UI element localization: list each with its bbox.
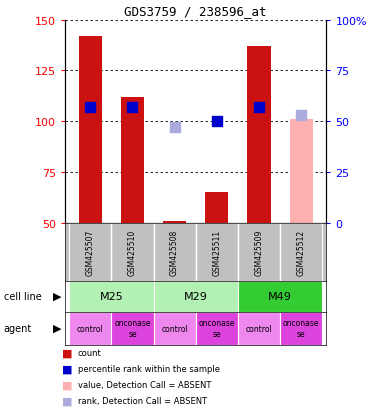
Text: cell line: cell line (4, 291, 42, 301)
Point (214, 119, 220, 125)
Point (298, 112, 304, 119)
Bar (163, 221, 186, 223)
Bar (111, 223, 154, 281)
Bar (205, 192, 229, 223)
Bar (290, 120, 313, 223)
Text: ▶: ▶ (53, 291, 62, 301)
Text: GSM425507: GSM425507 (86, 229, 95, 275)
Text: onconase
se: onconase se (283, 319, 319, 338)
Text: M49: M49 (268, 291, 292, 301)
Bar (111, 312, 154, 345)
Point (256, 104, 262, 111)
Text: control: control (246, 324, 272, 333)
Bar (196, 223, 238, 281)
Text: onconase
se: onconase se (198, 319, 235, 338)
Bar (154, 281, 238, 312)
Bar (79, 37, 102, 223)
Text: control: control (77, 324, 104, 333)
Text: GSM425512: GSM425512 (297, 229, 306, 275)
Point (87, 104, 93, 111)
Bar (247, 47, 270, 223)
Text: count: count (78, 349, 102, 358)
Bar (238, 223, 280, 281)
Point (172, 125, 178, 131)
Text: M29: M29 (184, 291, 208, 301)
Bar (121, 97, 144, 223)
Text: GSM425511: GSM425511 (212, 229, 221, 275)
Bar (69, 312, 111, 345)
Text: ■: ■ (62, 348, 72, 358)
Text: ■: ■ (62, 380, 72, 389)
Bar (69, 223, 111, 281)
Text: control: control (161, 324, 188, 333)
Bar (238, 312, 280, 345)
Text: percentile rank within the sample: percentile rank within the sample (78, 364, 220, 373)
Bar (154, 223, 196, 281)
Bar (196, 312, 238, 345)
Text: agent: agent (4, 323, 32, 333)
Bar (69, 281, 154, 312)
Text: value, Detection Call = ABSENT: value, Detection Call = ABSENT (78, 380, 211, 389)
Text: ■: ■ (62, 395, 72, 405)
Bar (280, 223, 322, 281)
Text: GSM425510: GSM425510 (128, 229, 137, 275)
Bar (280, 312, 322, 345)
Text: GSM425508: GSM425508 (170, 229, 179, 275)
Text: M25: M25 (99, 291, 123, 301)
Title: GDS3759 / 238596_at: GDS3759 / 238596_at (124, 5, 267, 18)
Bar (154, 312, 196, 345)
Text: GSM425509: GSM425509 (255, 229, 263, 275)
Text: ▶: ▶ (53, 323, 62, 333)
Bar (238, 281, 322, 312)
Text: rank, Detection Call = ABSENT: rank, Detection Call = ABSENT (78, 396, 207, 405)
Text: ■: ■ (62, 364, 72, 374)
Text: onconase
se: onconase se (114, 319, 151, 338)
Point (129, 104, 135, 111)
